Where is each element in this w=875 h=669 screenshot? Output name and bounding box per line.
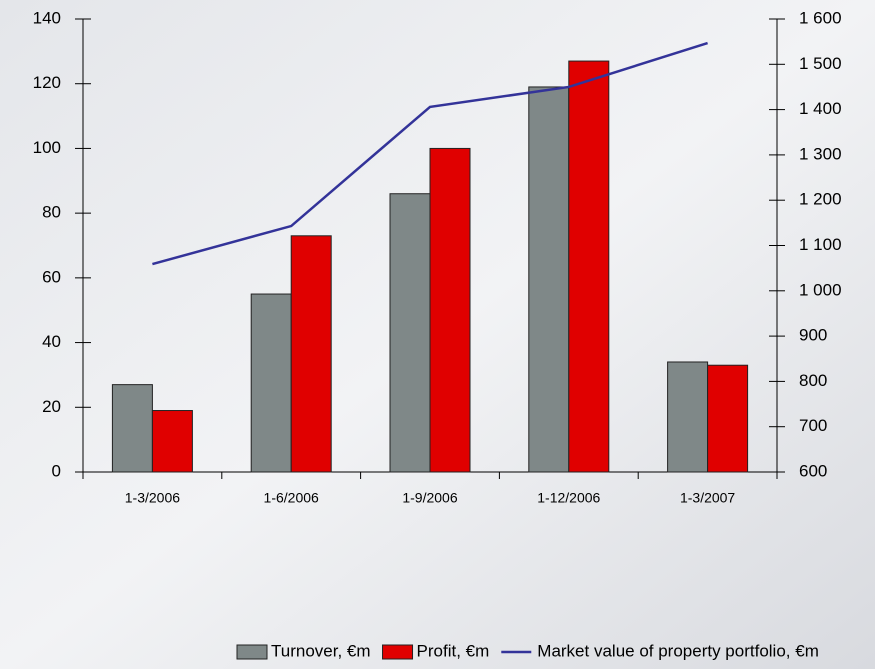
- legend-label: Market value of property portfolio, €m: [537, 641, 819, 660]
- y2-tick-label: 1 300: [799, 144, 842, 163]
- bar: [111, 384, 153, 473]
- y-tick-label: 0: [52, 461, 61, 480]
- line-series: [152, 41, 708, 266]
- y2-tick-label: 1 400: [799, 99, 842, 118]
- bar: [250, 293, 292, 473]
- x-tick-label: 1-3/2006: [125, 490, 180, 506]
- legend-swatch: [382, 644, 414, 660]
- y-tick-label: 120: [33, 73, 61, 92]
- y-tick-label: 40: [42, 332, 61, 351]
- y2-tick-label: 1 500: [799, 54, 842, 73]
- x-tick-label: 1-3/2007: [680, 490, 735, 506]
- y-tick-label: 140: [33, 8, 61, 27]
- bar: [528, 86, 570, 473]
- y2-tick-label: 1 000: [799, 280, 842, 299]
- legend-label: Profit, €m: [417, 641, 490, 660]
- bar: [429, 147, 471, 473]
- y2-tick-label: 1 100: [799, 235, 842, 254]
- x-tick-label: 1-12/2006: [537, 490, 600, 506]
- legend-label: Turnover, €m: [271, 641, 371, 660]
- y2-tick-label: 600: [799, 461, 827, 480]
- y2-tick-label: 1 600: [799, 8, 842, 27]
- y2-tick-label: 1 200: [799, 190, 842, 209]
- y2-tick-label: 700: [799, 416, 827, 435]
- bar: [707, 364, 749, 473]
- y-tick-label: 20: [42, 397, 61, 416]
- x-tick-label: 1-6/2006: [264, 490, 319, 506]
- y2-tick-label: 800: [799, 371, 827, 390]
- y-tick-label: 100: [33, 138, 61, 157]
- y2-tick-label: 900: [799, 326, 827, 345]
- bar: [389, 193, 431, 473]
- bar: [290, 235, 332, 473]
- legend-swatch: [236, 644, 268, 660]
- x-tick-label: 1-9/2006: [402, 490, 457, 506]
- bar: [667, 361, 709, 473]
- y-tick-label: 60: [42, 267, 61, 286]
- legend: Turnover, €m Profit, €m Market value of pr…: [236, 641, 819, 660]
- bar: [568, 60, 610, 473]
- bar: [151, 410, 193, 473]
- y-tick-label: 80: [42, 203, 61, 222]
